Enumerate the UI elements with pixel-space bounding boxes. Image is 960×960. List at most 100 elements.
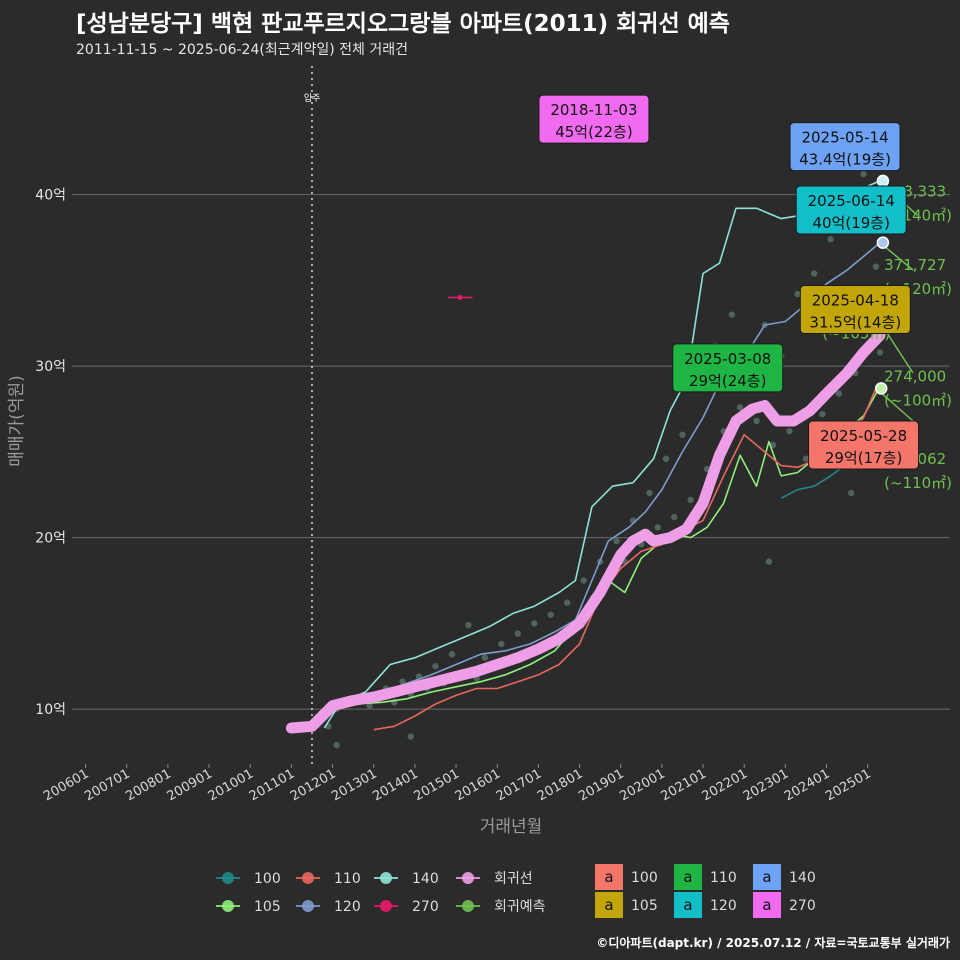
- legend-label: 105: [254, 899, 281, 915]
- scatter-point: [679, 431, 686, 438]
- latest-trade-marker: [875, 382, 888, 395]
- series-270-marker: [457, 295, 463, 301]
- legend-key-dot: [302, 900, 314, 912]
- x-tick-label: 202401: [782, 766, 832, 804]
- scatter-point: [481, 654, 489, 661]
- series-line-120: [332, 241, 881, 705]
- series-line-105: [357, 389, 879, 705]
- legend-label: 100: [254, 871, 281, 887]
- x-tick-label: 201301: [329, 766, 379, 804]
- legend-label: 140: [789, 870, 816, 886]
- legend-swatch-glyph: a: [683, 868, 692, 886]
- callout-box: [789, 122, 901, 172]
- x-tick-label: 202301: [741, 766, 791, 804]
- legend-swatch: [595, 864, 623, 890]
- legend-swatch-glyph: a: [604, 896, 613, 914]
- callout-box: [808, 420, 920, 470]
- x-tick-label: 202101: [659, 766, 709, 804]
- callout-price: 29억(17층): [825, 449, 902, 467]
- legend-swatch: [674, 864, 702, 890]
- legend-swatch: [753, 892, 781, 918]
- chart-subtitle: 2011-11-15 ~ 2025-06-24(최근계약일) 전체 거래건: [76, 42, 408, 58]
- x-tick-label: 201501: [412, 766, 462, 804]
- legend-swatch-glyph: a: [762, 896, 771, 914]
- scatter-point: [765, 558, 773, 565]
- legend-key-dot: [380, 900, 392, 912]
- legend-swatch-glyph: a: [762, 868, 771, 886]
- x-tick-label: 201901: [576, 766, 626, 804]
- legend-swatch-glyph: a: [604, 868, 613, 886]
- y-tick-label: 40억: [35, 188, 66, 204]
- callout-box: [799, 285, 911, 335]
- legend-label: 회귀예측: [494, 899, 546, 915]
- legend-swatch-glyph: a: [683, 896, 692, 914]
- legend-swatch: [674, 892, 702, 918]
- callout-price: 31.5억(14층): [809, 314, 901, 332]
- scatter-point: [580, 577, 587, 584]
- x-axis-title: 거래년월: [480, 817, 543, 837]
- scatter-point: [498, 640, 505, 648]
- legend-label: 270: [789, 898, 816, 914]
- y-tick-label: 10억: [35, 702, 66, 718]
- scatter-point: [802, 455, 810, 462]
- scatter-point: [465, 621, 472, 629]
- y-axis-title: 매매가(억원): [7, 375, 27, 466]
- callout-price: 29억(24층): [689, 372, 766, 390]
- scatter-point: [835, 390, 843, 397]
- legend-label: 100: [631, 870, 658, 886]
- scatter-point: [728, 311, 736, 318]
- scatter-point: [613, 537, 620, 545]
- legend-key-dot: [380, 872, 392, 884]
- callout-date: 2025-04-18: [812, 292, 899, 310]
- scatter-point: [514, 630, 521, 637]
- regression-line: [285, 329, 886, 734]
- callout-date: 2018-11-03: [550, 101, 637, 119]
- callout-box: [538, 94, 650, 144]
- x-tick-label: 202001: [617, 766, 667, 804]
- scatter-point: [872, 263, 880, 270]
- legend-key-dot: [462, 900, 474, 912]
- prediction-area-label: (~100㎡): [884, 392, 952, 410]
- x-tick-label: 201201: [288, 766, 338, 804]
- callout-price: 40억(19층): [812, 214, 889, 232]
- x-tick-label: 202501: [823, 766, 873, 804]
- legend-label: 110: [334, 871, 361, 887]
- scatter-point: [531, 620, 538, 627]
- chart-title: [성남분당구] 백현 판교푸르지오그랑블 아파트(2011) 회귀선 예측: [76, 11, 730, 37]
- scatter-point: [333, 741, 340, 749]
- scatter-point: [810, 270, 818, 277]
- scatter-point: [662, 455, 670, 462]
- x-tick-label: 201001: [206, 766, 256, 804]
- scatter-point: [819, 410, 826, 418]
- x-tick-label: 200701: [82, 766, 132, 804]
- x-tick-label: 200801: [123, 766, 173, 804]
- x-tick-label: 201101: [247, 766, 297, 804]
- callout-price: 45억(22층): [555, 123, 632, 141]
- scatter-point: [876, 349, 884, 356]
- scatter-point: [736, 404, 744, 411]
- prediction-value-label: 274,000: [884, 368, 946, 386]
- scatter-point: [399, 678, 406, 685]
- callout-date: 2025-05-28: [820, 427, 907, 445]
- callout-date: 2025-06-14: [808, 192, 895, 210]
- prediction-line: [877, 389, 914, 422]
- prediction-area-label: (~110㎡): [884, 474, 952, 492]
- legend-label: 105: [631, 898, 658, 914]
- scatter-point: [366, 702, 373, 709]
- scatter-point: [860, 170, 867, 178]
- legend-key-dot: [222, 872, 234, 884]
- callout-date: 2025-05-14: [801, 129, 888, 147]
- series-line-140: [323, 180, 881, 729]
- legend-swatch: [753, 864, 781, 890]
- callout-box: [672, 343, 784, 393]
- callout-date: 2025-03-08: [684, 350, 771, 368]
- scatter-point: [687, 496, 694, 504]
- scatter-point: [407, 733, 414, 740]
- prediction-value-label: 371,727: [884, 256, 946, 274]
- legend-label: 120: [710, 898, 737, 914]
- x-tick-label: 200901: [165, 766, 215, 804]
- scatter-point: [671, 513, 678, 521]
- scatter-point: [547, 611, 554, 618]
